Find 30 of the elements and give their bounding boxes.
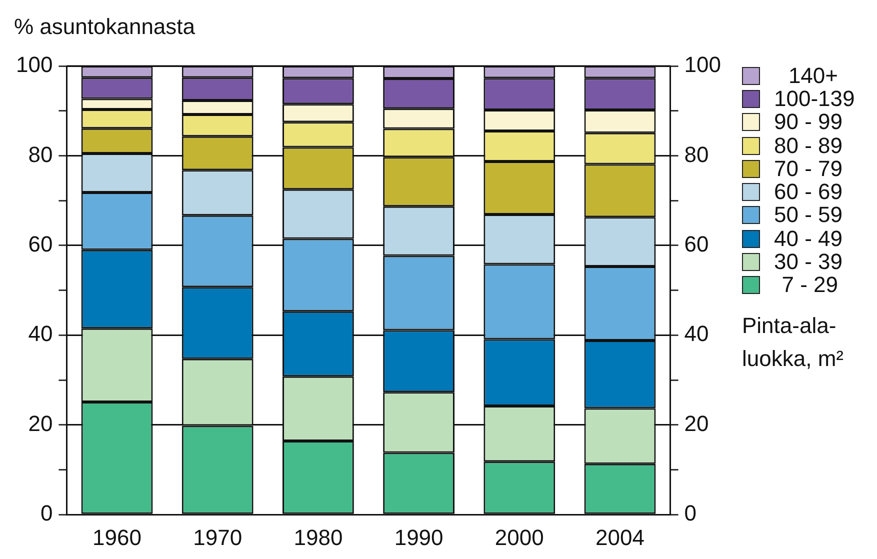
y-tick-label: 40 bbox=[28, 321, 53, 346]
legend-label: 50 - 59 bbox=[774, 202, 842, 228]
x-tick-label: 1990 bbox=[394, 524, 444, 550]
y2-tick-label: 80 bbox=[684, 142, 709, 167]
y2-tick-label: 20 bbox=[684, 410, 709, 436]
y2-tick-label: 40 bbox=[684, 321, 709, 346]
legend-label: 70 - 79 bbox=[774, 156, 842, 181]
legend-label: 7 - 29 bbox=[780, 272, 838, 298]
legend-label: 80 - 89 bbox=[774, 132, 842, 158]
y-tick-label: 100 bbox=[16, 52, 53, 78]
x-tick-label: 1970 bbox=[193, 524, 242, 550]
x-tick-label: 1960 bbox=[92, 524, 142, 550]
legend-label: 140+ bbox=[787, 62, 838, 88]
y-tick-label: 20 bbox=[28, 410, 53, 436]
legend-label: 90 - 99 bbox=[774, 109, 842, 134]
legend-title: Pinta-ala-luokka, m² bbox=[742, 312, 844, 373]
y-tick-label: 60 bbox=[28, 232, 53, 257]
legend-label: 100-139 bbox=[774, 86, 855, 111]
x-tick-label: 2000 bbox=[494, 524, 544, 550]
y-tick-label: 80 bbox=[28, 142, 53, 167]
y-axis-title: % asuntokannasta bbox=[14, 14, 196, 40]
y2-tick-label: 60 bbox=[684, 232, 709, 257]
x-tick-label: 1980 bbox=[294, 524, 343, 550]
x-tick-label: 2004 bbox=[596, 524, 644, 550]
legend-label: 60 - 69 bbox=[774, 179, 842, 204]
y-tick-label: 0 bbox=[40, 500, 53, 526]
y2-tick-label: 100 bbox=[684, 52, 722, 78]
legend-label: 40 - 49 bbox=[774, 226, 842, 251]
y2-tick-label: 0 bbox=[684, 500, 697, 526]
legend-label: 30 - 39 bbox=[774, 249, 842, 274]
